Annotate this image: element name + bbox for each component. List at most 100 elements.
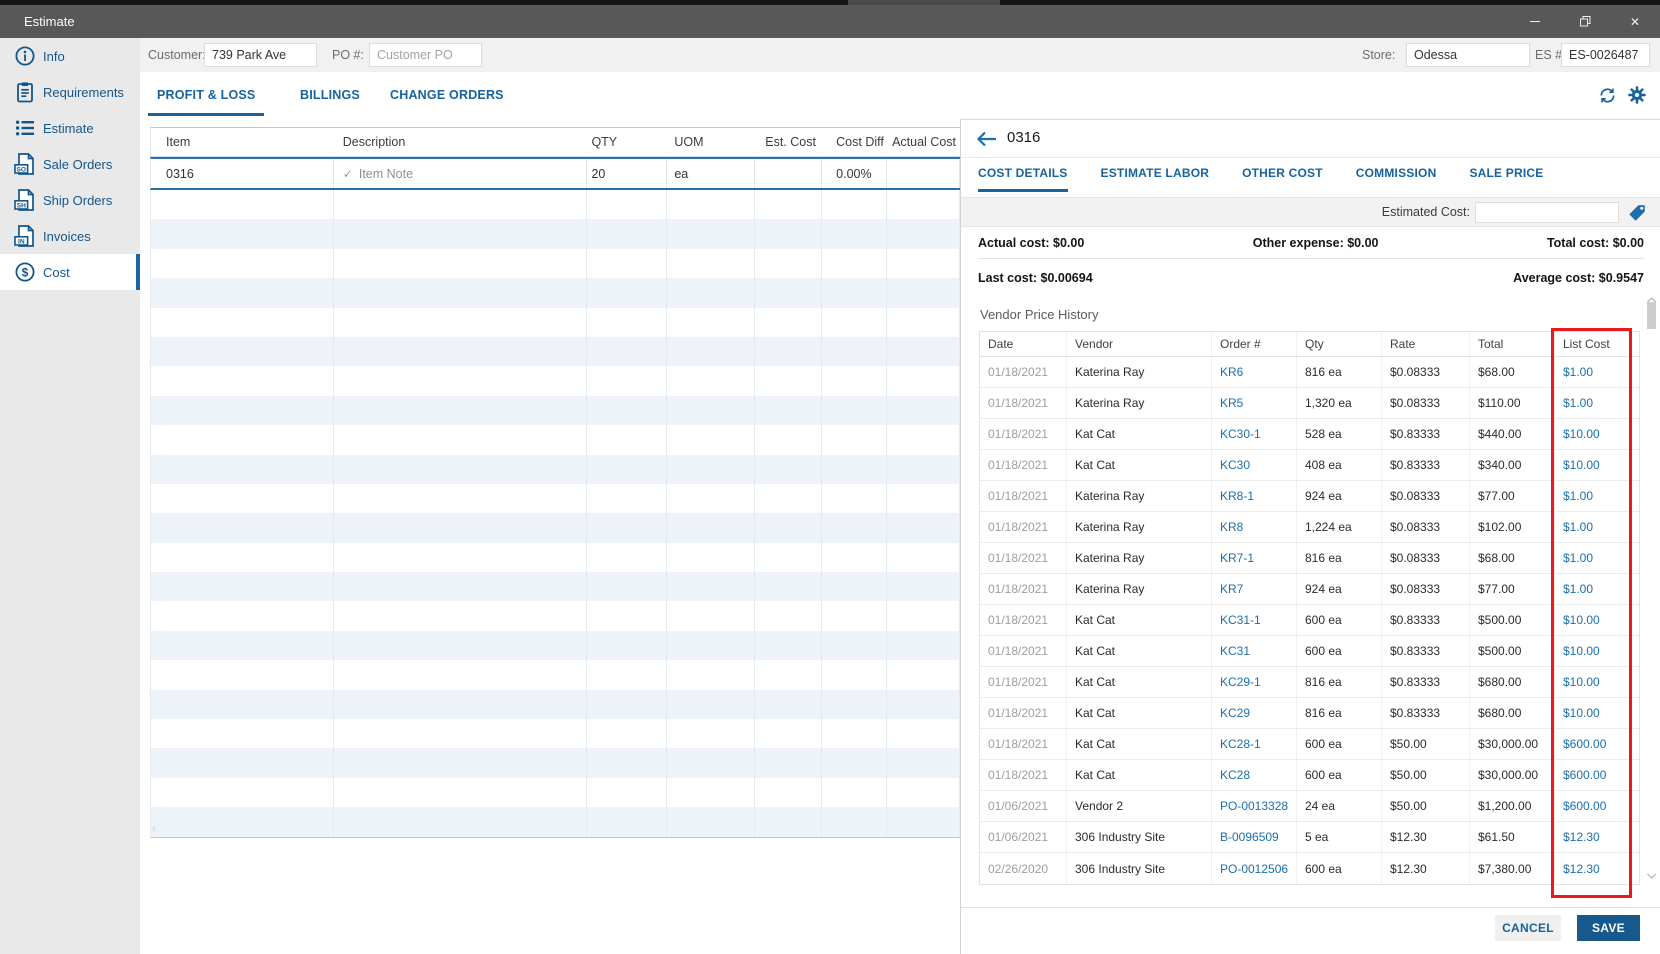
customer-input[interactable] bbox=[204, 43, 317, 67]
order-number-link[interactable]: KC28-1 bbox=[1212, 729, 1297, 759]
order-number-link[interactable]: KC29-1 bbox=[1212, 667, 1297, 697]
tab-cost-details[interactable]: COST DETAILS bbox=[978, 166, 1068, 192]
order-number-link[interactable]: KR7-1 bbox=[1212, 543, 1297, 573]
column-header-est-cost[interactable]: Est. Cost bbox=[755, 128, 822, 156]
tab-other-cost[interactable]: OTHER COST bbox=[1242, 166, 1323, 192]
vendor-history-cell: 01/18/2021 bbox=[980, 636, 1067, 666]
list-cost-link[interactable]: $600.00 bbox=[1555, 729, 1639, 759]
order-number-link[interactable]: PO-0013328 bbox=[1212, 791, 1297, 821]
sidebar-item-info[interactable]: Info bbox=[0, 38, 140, 74]
empty-cell bbox=[151, 425, 334, 454]
sidebar-item-cost[interactable]: $ Cost bbox=[0, 254, 140, 290]
list-cost-link[interactable]: $10.00 bbox=[1555, 698, 1639, 728]
list-cost-link[interactable]: $10.00 bbox=[1555, 450, 1639, 480]
list-cost-link[interactable]: $600.00 bbox=[1555, 791, 1639, 821]
sale-orders-doc-icon: SO bbox=[12, 152, 38, 176]
cancel-button[interactable]: CANCEL bbox=[1495, 915, 1561, 941]
po-input[interactable] bbox=[369, 43, 482, 67]
price-tag-icon[interactable] bbox=[1627, 203, 1647, 228]
tab-billings[interactable]: BILLINGS bbox=[291, 88, 369, 102]
order-number-link[interactable]: B-0096509 bbox=[1212, 822, 1297, 852]
vendor-history-cell: $68.00 bbox=[1470, 543, 1555, 573]
empty-row bbox=[151, 807, 960, 836]
order-number-link[interactable]: KC29 bbox=[1212, 698, 1297, 728]
column-header-qty[interactable]: Qty bbox=[1297, 332, 1382, 356]
list-icon bbox=[12, 116, 38, 140]
tab-change-orders[interactable]: CHANGE ORDERS bbox=[381, 88, 513, 102]
empty-cell bbox=[334, 249, 588, 278]
estimate-window: Estimate ✕ Info Requirements Estima bbox=[0, 0, 1660, 954]
store-input[interactable] bbox=[1406, 43, 1530, 67]
sidebar-item-estimate[interactable]: Estimate bbox=[0, 110, 140, 146]
sidebar-item-invoices[interactable]: IN Invoices bbox=[0, 218, 140, 254]
item-description-cell[interactable]: ✓Item Note bbox=[334, 159, 588, 188]
list-cost-link[interactable]: $1.00 bbox=[1555, 543, 1639, 573]
column-header-rate[interactable]: Rate bbox=[1382, 332, 1470, 356]
list-cost-link[interactable]: $10.00 bbox=[1555, 419, 1639, 449]
column-header-cost-diff[interactable]: Cost Diff bbox=[822, 128, 887, 156]
list-cost-link[interactable]: $10.00 bbox=[1555, 667, 1639, 697]
column-header-qty[interactable]: QTY bbox=[587, 128, 667, 156]
list-cost-link[interactable]: $10.00 bbox=[1555, 605, 1639, 635]
order-number-link[interactable]: KC30-1 bbox=[1212, 419, 1297, 449]
list-cost-link[interactable]: $12.30 bbox=[1555, 822, 1639, 852]
item-row-selected[interactable]: 0316 ✓Item Note 20 ea 0.00% bbox=[150, 157, 960, 190]
column-header-description[interactable]: Description bbox=[334, 128, 588, 156]
column-header-uom[interactable]: UOM bbox=[667, 128, 755, 156]
gear-icon[interactable] bbox=[1627, 85, 1647, 110]
back-arrow-icon[interactable] bbox=[976, 131, 997, 152]
column-header-date[interactable]: Date bbox=[980, 332, 1067, 356]
tab-estimate-labor[interactable]: ESTIMATE LABOR bbox=[1101, 166, 1210, 192]
tab-commission[interactable]: COMMISSION bbox=[1356, 166, 1437, 192]
order-number-link[interactable]: KC31-1 bbox=[1212, 605, 1297, 635]
list-cost-link[interactable]: $1.00 bbox=[1555, 512, 1639, 542]
column-header-list-cost[interactable]: List Cost bbox=[1555, 332, 1639, 356]
sidebar-item-requirements[interactable]: Requirements bbox=[0, 74, 140, 110]
restore-button[interactable] bbox=[1560, 5, 1610, 38]
close-button[interactable]: ✕ bbox=[1610, 5, 1660, 38]
empty-cell bbox=[334, 278, 588, 307]
column-header-actual-cost[interactable]: Actual Cost bbox=[887, 128, 960, 156]
hscroll-left-chevron-icon[interactable]: ‹ bbox=[152, 821, 156, 835]
order-number-link[interactable]: KR8 bbox=[1212, 512, 1297, 542]
empty-cell bbox=[822, 219, 887, 248]
list-cost-link[interactable]: $1.00 bbox=[1555, 574, 1639, 604]
sidebar-item-sale-orders[interactable]: SO Sale Orders bbox=[0, 146, 140, 182]
tab-profit-and-loss[interactable]: PROFIT & LOSS bbox=[148, 88, 264, 102]
vendor-history-cell: 01/18/2021 bbox=[980, 419, 1067, 449]
list-cost-link[interactable]: $12.30 bbox=[1555, 853, 1639, 884]
column-header-item[interactable]: Item bbox=[151, 128, 334, 156]
estimated-cost-band: Estimated Cost: bbox=[961, 197, 1660, 227]
list-cost-link[interactable]: $600.00 bbox=[1555, 760, 1639, 790]
column-header-order[interactable]: Order # bbox=[1212, 332, 1297, 356]
order-number-link[interactable]: KR6 bbox=[1212, 357, 1297, 387]
refresh-icon[interactable] bbox=[1598, 86, 1617, 110]
save-button[interactable]: SAVE bbox=[1577, 915, 1640, 941]
sidebar-item-ship-orders[interactable]: SH Ship Orders bbox=[0, 182, 140, 218]
minimize-button[interactable] bbox=[1510, 5, 1560, 38]
order-number-link[interactable]: KC31 bbox=[1212, 636, 1297, 666]
empty-cell bbox=[887, 337, 960, 366]
column-header-total[interactable]: Total bbox=[1470, 332, 1555, 356]
scrollbar-thumb[interactable] bbox=[1647, 302, 1656, 329]
scroll-down-icon[interactable] bbox=[1647, 866, 1656, 884]
list-cost-link[interactable]: $10.00 bbox=[1555, 636, 1639, 666]
list-cost-link[interactable]: $1.00 bbox=[1555, 481, 1639, 511]
order-number-link[interactable]: KR8-1 bbox=[1212, 481, 1297, 511]
tab-sale-price[interactable]: SALE PRICE bbox=[1469, 166, 1543, 192]
vendor-history-cell: 600 ea bbox=[1297, 729, 1382, 759]
vertical-scrollbar[interactable] bbox=[1645, 290, 1658, 884]
list-cost-link[interactable]: $1.00 bbox=[1555, 357, 1639, 387]
estimated-cost-input[interactable] bbox=[1475, 202, 1619, 223]
order-number-link[interactable]: KC30 bbox=[1212, 450, 1297, 480]
column-header-vendor[interactable]: Vendor bbox=[1067, 332, 1212, 356]
order-number-link[interactable]: KR5 bbox=[1212, 388, 1297, 418]
order-number-link[interactable]: PO-0012506 bbox=[1212, 853, 1297, 884]
empty-cell bbox=[822, 572, 887, 601]
vendor-history-cell: 600 ea bbox=[1297, 760, 1382, 790]
order-number-link[interactable]: KR7 bbox=[1212, 574, 1297, 604]
empty-cell bbox=[887, 396, 960, 425]
order-number-link[interactable]: KC28 bbox=[1212, 760, 1297, 790]
list-cost-link[interactable]: $1.00 bbox=[1555, 388, 1639, 418]
es-number-input[interactable] bbox=[1561, 43, 1650, 67]
